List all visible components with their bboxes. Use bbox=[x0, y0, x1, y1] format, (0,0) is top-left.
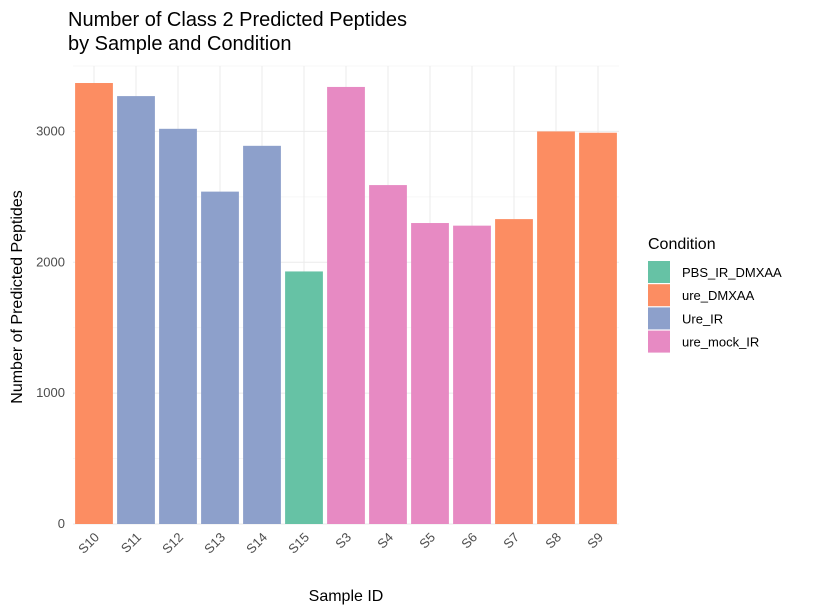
bar-s4 bbox=[369, 185, 407, 524]
x-tick-label: S14 bbox=[243, 530, 270, 557]
x-tick-label: S15 bbox=[285, 530, 312, 557]
y-tick-label: 0 bbox=[58, 516, 65, 531]
x-tick-label: S7 bbox=[500, 530, 522, 552]
chart-title-line-2: by Sample and Condition bbox=[68, 33, 291, 55]
x-tick-label: S10 bbox=[75, 530, 102, 557]
bar-s8 bbox=[537, 131, 575, 524]
bar-s11 bbox=[117, 96, 155, 525]
x-tick-label: S12 bbox=[159, 530, 186, 557]
legend-label: ure_DMXAA bbox=[682, 288, 755, 303]
x-axis-title: Sample ID bbox=[309, 588, 384, 605]
legend-label: ure_mock_IR bbox=[682, 335, 759, 350]
bar-s9 bbox=[579, 132, 617, 525]
bar-s10 bbox=[75, 83, 113, 525]
bar-s15 bbox=[285, 271, 323, 524]
x-tick-label: S5 bbox=[416, 530, 438, 552]
legend-label: Ure_IR bbox=[682, 311, 723, 326]
x-tick-label: S11 bbox=[118, 530, 144, 556]
bar-s3 bbox=[327, 86, 365, 525]
legend-key bbox=[648, 307, 670, 330]
chart-title: Number of Class 2 Predicted Peptides by … bbox=[68, 9, 407, 55]
y-axis-ticks: 0 1000 2000 3000 bbox=[36, 123, 65, 531]
bar-s12 bbox=[159, 128, 197, 524]
y-axis-title: Number of Predicted Peptides bbox=[9, 190, 26, 403]
legend-label: PBS_IR_DMXAA bbox=[682, 265, 782, 280]
y-tick-label: 1000 bbox=[36, 385, 65, 400]
chart-title-line-1: Number of Class 2 Predicted Peptides bbox=[68, 9, 407, 31]
bar-s6 bbox=[453, 225, 491, 524]
x-tick-label: S8 bbox=[542, 530, 564, 552]
x-tick-label: S9 bbox=[584, 530, 606, 552]
bar-s7 bbox=[495, 219, 533, 525]
legend-key bbox=[648, 330, 670, 353]
legend: Condition PBS_IR_DMXAA ure_DMXAA Ure_IRure… bbox=[648, 236, 782, 353]
x-tick-label: S6 bbox=[458, 530, 480, 552]
legend-key bbox=[648, 261, 670, 283]
bars bbox=[75, 83, 617, 525]
y-tick-label: 2000 bbox=[36, 254, 65, 269]
x-tick-label: S13 bbox=[201, 530, 228, 557]
x-axis-ticks: S10 S11 S12 S13 S14 S15 S3 S4 S5 S6 S7 S8 S9 bbox=[75, 530, 606, 557]
legend-key bbox=[648, 284, 670, 307]
x-tick-label: S4 bbox=[374, 530, 396, 552]
y-tick-label: 3000 bbox=[36, 123, 65, 138]
x-tick-label: S3 bbox=[332, 530, 354, 552]
bar-s14 bbox=[243, 145, 281, 524]
bar-s13 bbox=[201, 191, 239, 524]
legend-title: Condition bbox=[648, 236, 716, 253]
bar-s5 bbox=[411, 223, 449, 524]
